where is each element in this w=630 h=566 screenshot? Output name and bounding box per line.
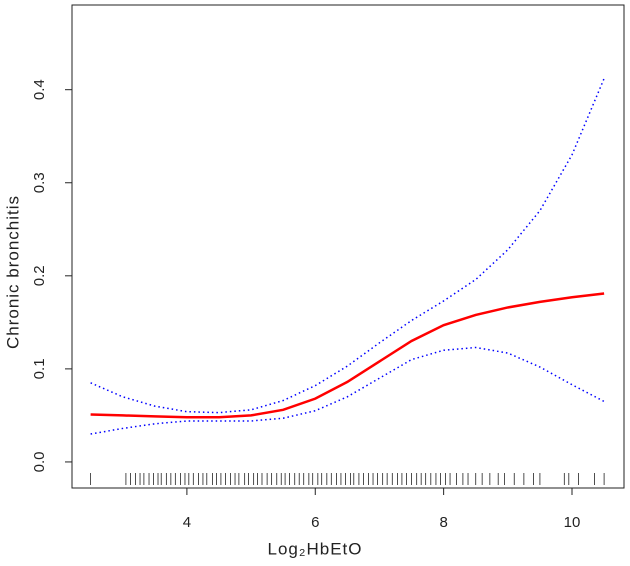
x-tick-label: 4: [183, 514, 191, 531]
y-axis-label: Chronic bronchitis: [3, 195, 22, 349]
y-tick-label: 0.4: [31, 79, 48, 100]
plot-frame: [71, 4, 625, 489]
x-tick-label: 8: [439, 514, 447, 531]
y-tick-label: 0.3: [31, 172, 48, 193]
x-axis-label: Log₂HbEtO: [268, 539, 363, 558]
x-tick-label: 10: [564, 514, 581, 531]
ci-line: [90, 346, 605, 435]
y-tick-label: 0.1: [31, 358, 48, 379]
ci-line: [90, 78, 605, 414]
fit-line: [90, 292, 605, 419]
y-tick-label: 0.0: [31, 452, 48, 473]
x-tick-label: 6: [311, 514, 319, 531]
y-tick-label: 0.2: [31, 265, 48, 286]
